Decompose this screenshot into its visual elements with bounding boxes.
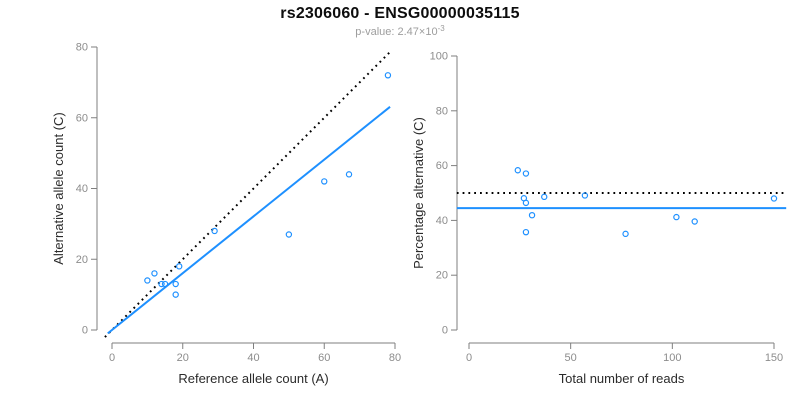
y-tick-label: 100 (430, 51, 448, 63)
pvalue-label: p-value: (355, 26, 398, 38)
y-tick-label: 40 (436, 215, 448, 227)
x-axis-label: Reference allele count (A) (178, 371, 328, 386)
percentage-vs-reads-scatter: 0 50 100 150 0 20 40 60 80 100 Total number of rea… (411, 51, 787, 386)
x-tick-label: 40 (247, 352, 259, 364)
data-point (285, 231, 293, 238)
x-tick-label: 60 (318, 352, 330, 364)
y-tick-label: 40 (76, 183, 88, 195)
x-tick-label: 0 (466, 352, 472, 364)
data-point (514, 167, 521, 174)
data-point (541, 193, 548, 201)
data-point (673, 213, 680, 221)
y-axis-label: Alternative allele count (C) (51, 112, 66, 264)
identity-line (104, 51, 391, 338)
data-point (158, 280, 165, 288)
figure-header: rs2306060 - ENSG00000035115 p-value: 2.4… (0, 5, 800, 38)
data-point (144, 277, 151, 284)
pvalue-mantissa: 2.47×10 (397, 26, 438, 38)
x-tick-label: 80 (389, 352, 401, 364)
allele-counts-scatter: 0 20 40 60 80 0 20 40 60 80 Reference allele count… (51, 42, 401, 387)
y-tick-label: 80 (436, 105, 448, 117)
y-tick-label: 20 (76, 254, 88, 266)
x-tick-label: 20 (177, 352, 189, 364)
data-point (770, 195, 778, 202)
x-tick-label: 150 (765, 352, 783, 364)
plot-title: rs2306060 - ENSG00000035115 (280, 5, 520, 22)
regression-line (107, 106, 391, 335)
y-tick-label: 60 (436, 160, 448, 172)
data-point (151, 270, 158, 277)
y-tick-label: 20 (436, 270, 448, 282)
data-point (321, 178, 328, 185)
y-tick-label: 80 (76, 42, 88, 54)
x-axis-label: Total number of reads (559, 371, 685, 386)
x-tick-label: 50 (565, 352, 577, 364)
plot-subtitle: p-value: 2.47×10-3 (0, 24, 800, 38)
data-point (345, 171, 353, 178)
y-tick-label: 0 (82, 325, 88, 337)
data-point (522, 170, 530, 177)
y-tick-label: 60 (76, 112, 88, 124)
data-point (522, 228, 530, 236)
y-tick-label: 0 (442, 325, 448, 337)
x-tick-label: 100 (663, 352, 681, 364)
data-point (176, 263, 183, 270)
data-point (161, 280, 169, 288)
data-point (172, 291, 179, 298)
data-point (172, 280, 179, 288)
x-tick-label: 0 (109, 352, 115, 364)
data-point (691, 218, 698, 225)
data-point (581, 192, 589, 199)
y-axis-label: Percentage alternative (C) (411, 117, 426, 269)
pvalue-exponent: -3 (437, 24, 445, 33)
data-point (528, 211, 536, 219)
data-point (622, 230, 629, 238)
data-point (384, 72, 392, 79)
data-point (211, 227, 218, 235)
data-point (522, 199, 530, 207)
